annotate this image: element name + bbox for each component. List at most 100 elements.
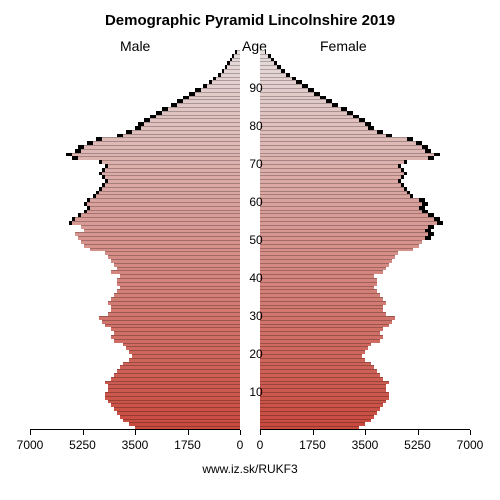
bar-male xyxy=(111,305,240,309)
bar-row xyxy=(30,217,470,221)
bar-row xyxy=(30,286,470,290)
bar-row xyxy=(30,293,470,297)
bar-female xyxy=(260,77,292,81)
tick-label-x: 1750 xyxy=(174,438,201,452)
bar-row xyxy=(30,362,470,366)
bar-row xyxy=(30,267,470,271)
chart-title: Demographic Pyramid Lincolnshire 2019 xyxy=(0,12,500,29)
bar-male xyxy=(108,388,240,392)
bar-male xyxy=(123,362,240,366)
bar-male xyxy=(117,278,240,282)
bar-male xyxy=(102,320,240,324)
bar-female xyxy=(260,403,383,407)
bar-female xyxy=(260,172,404,176)
bar-female xyxy=(260,350,365,354)
bar-female xyxy=(260,58,271,62)
bar-female xyxy=(260,153,434,157)
bar-female xyxy=(260,305,383,309)
bar-female xyxy=(260,411,377,415)
tick-x xyxy=(470,430,471,435)
bar-row xyxy=(30,248,470,252)
bar-female xyxy=(260,369,377,373)
bar-male xyxy=(111,308,240,312)
bar-row xyxy=(30,58,470,62)
bar-row xyxy=(30,407,470,411)
bar-female xyxy=(260,99,326,103)
bar-female xyxy=(260,73,286,77)
bar-row xyxy=(30,339,470,343)
bar-female xyxy=(260,343,371,347)
tick-label-x: 5250 xyxy=(69,438,96,452)
bar-female xyxy=(260,270,383,274)
bar-male xyxy=(108,179,240,183)
bar-female xyxy=(260,335,383,339)
bar-male xyxy=(105,381,240,385)
bar-male xyxy=(105,396,240,400)
bar-female xyxy=(260,126,368,130)
bar-male xyxy=(168,107,240,111)
bar-male xyxy=(75,217,240,221)
tick-label-y: 70 xyxy=(245,157,267,171)
bar-female xyxy=(260,244,419,248)
bar-female xyxy=(260,377,383,381)
bar-male xyxy=(232,58,240,62)
bar-male xyxy=(117,282,240,286)
bar-male xyxy=(111,270,240,274)
bar-row xyxy=(30,134,470,138)
bar-female xyxy=(260,278,377,282)
bar-female xyxy=(260,206,419,210)
bar-male xyxy=(156,115,240,119)
bar-male xyxy=(72,221,240,225)
source-url: www.iz.sk/RUKF3 xyxy=(0,462,500,476)
bar-female xyxy=(260,381,389,385)
tick-label-x: 1750 xyxy=(299,438,326,452)
bar-male xyxy=(224,69,240,73)
bar-row xyxy=(30,191,470,195)
bar-female xyxy=(260,217,434,221)
bar-male xyxy=(90,198,240,202)
bar-female xyxy=(260,365,374,369)
bar-female xyxy=(260,137,407,141)
bar-row xyxy=(30,96,470,100)
bar-male xyxy=(102,160,240,164)
bar-female xyxy=(260,396,389,400)
bar-male xyxy=(102,137,240,141)
bar-male xyxy=(105,183,240,187)
bar-female xyxy=(260,312,386,316)
bar-female xyxy=(260,187,404,191)
bar-male xyxy=(114,373,240,377)
bar-male xyxy=(78,236,240,240)
bar-male xyxy=(93,141,240,145)
bar-male xyxy=(114,293,240,297)
tick-x xyxy=(188,430,189,435)
bar-row xyxy=(30,289,470,293)
bar-row xyxy=(30,210,470,214)
bar-row xyxy=(30,153,470,157)
bar-male xyxy=(84,229,240,233)
bar-female xyxy=(260,388,386,392)
tick-x xyxy=(135,430,136,435)
bar-female xyxy=(260,400,386,404)
bar-female xyxy=(260,339,380,343)
bar-male xyxy=(84,244,240,248)
bar-male xyxy=(129,350,240,354)
bar-female xyxy=(260,259,392,263)
bar-female xyxy=(260,115,353,119)
bar-row xyxy=(30,229,470,233)
bar-male xyxy=(99,191,240,195)
bar-row xyxy=(30,73,470,77)
bar-male xyxy=(195,92,240,96)
bar-male xyxy=(87,202,240,206)
bar-male xyxy=(237,50,240,54)
bar-female xyxy=(260,346,368,350)
bar-male xyxy=(234,54,240,58)
bar-female xyxy=(260,293,380,297)
tick-label-x: 3500 xyxy=(122,438,149,452)
bar-female xyxy=(260,122,365,126)
bar-male xyxy=(132,130,240,134)
bar-male xyxy=(132,354,240,358)
bar-male xyxy=(81,225,240,229)
bar-male xyxy=(111,297,240,301)
bar-male xyxy=(87,210,240,214)
bar-row xyxy=(30,183,470,187)
